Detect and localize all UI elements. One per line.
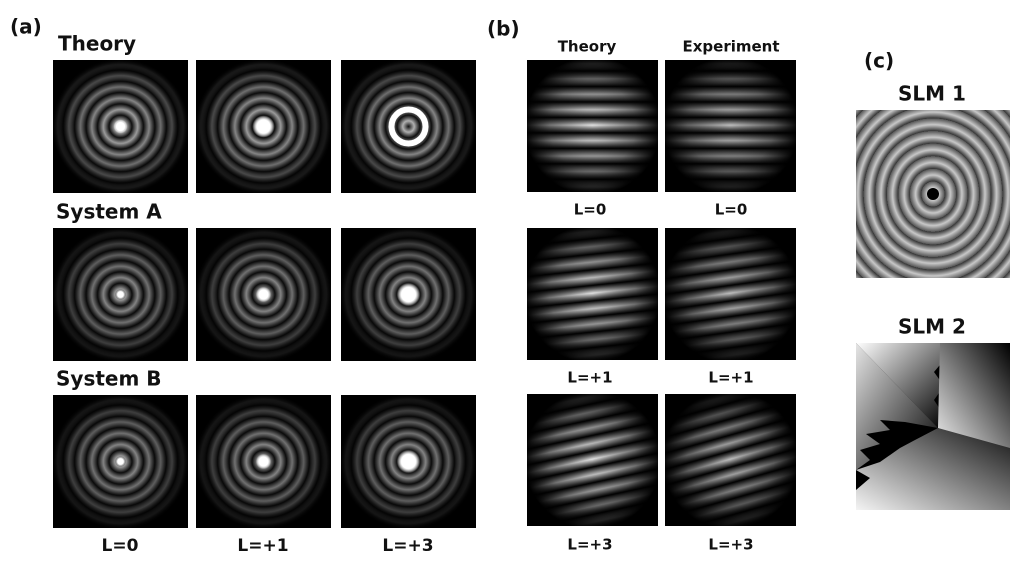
vignette — [665, 394, 796, 526]
column-label: L=+1 — [237, 536, 288, 556]
center-dot — [116, 290, 126, 300]
images — [53, 40, 1010, 557]
row-title: System B — [56, 367, 162, 391]
vignette — [527, 394, 658, 526]
column-label: L=0 — [102, 536, 139, 556]
ring-image — [196, 395, 331, 528]
center-dot — [397, 450, 421, 474]
center-dot — [256, 454, 271, 469]
image-label: L=+3 — [708, 536, 753, 554]
center-dot — [253, 116, 275, 138]
center-dot — [114, 120, 128, 134]
column-label: L=+3 — [382, 536, 433, 556]
ring-image — [53, 395, 188, 528]
fringe-image — [507, 40, 678, 212]
image-title: SLM 2 — [898, 315, 966, 339]
ring-image — [341, 228, 476, 361]
image-label: L=+1 — [567, 369, 612, 387]
figure: (a) Theory System A System B L=0 L=+1 L=… — [0, 0, 1018, 557]
image-title: SLM 1 — [898, 82, 966, 106]
center-dot — [116, 457, 126, 467]
fringe-image — [645, 40, 816, 212]
ring-image — [196, 228, 331, 361]
column-title: Theory — [558, 38, 617, 56]
ring-image — [341, 60, 476, 193]
column-title: Experiment — [682, 38, 779, 56]
image-label: L=+3 — [567, 536, 612, 554]
vignette — [527, 60, 658, 192]
ring-image — [53, 60, 188, 193]
fringe-image — [634, 197, 827, 391]
vignette — [665, 60, 796, 192]
panel-label: (a) — [10, 15, 42, 39]
row-title: Theory — [58, 32, 136, 56]
ring-image — [53, 228, 188, 361]
ring-image — [196, 60, 331, 193]
fringe-image — [491, 358, 694, 557]
center-dot — [397, 283, 421, 307]
vignette — [527, 228, 658, 360]
image-label: L=0 — [574, 201, 607, 219]
image-label: L=0 — [715, 201, 748, 219]
image-label: L=+1 — [708, 369, 753, 387]
fringe-image — [498, 200, 686, 389]
panel-label: (c) — [864, 49, 894, 73]
ring-image — [341, 395, 476, 528]
slm1-center — [927, 188, 939, 200]
vignette — [341, 60, 476, 193]
panel-label: (b) — [487, 17, 520, 41]
vignette — [665, 228, 796, 360]
center-dot — [256, 287, 271, 302]
row-title: System A — [56, 200, 162, 224]
